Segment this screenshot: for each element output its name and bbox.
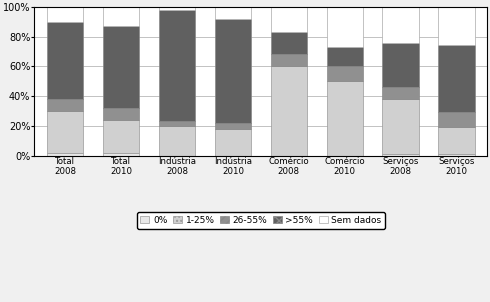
Bar [382,7,419,43]
Bar [270,54,307,66]
Bar [326,47,363,66]
Bar [47,111,83,153]
Bar [382,43,419,87]
Bar [215,7,251,19]
Bar [270,32,307,54]
Bar [159,7,195,10]
Bar [103,7,139,26]
Bar [382,87,419,99]
Bar [47,99,83,111]
Bar [47,22,83,99]
Bar [215,19,251,123]
Bar [326,66,363,81]
Bar [159,126,195,156]
Bar [103,153,139,156]
Bar [270,66,307,156]
Bar [270,7,307,32]
Legend: 0%, 1-25%, 26-55%, >55%, Sem dados: 0%, 1-25%, 26-55%, >55%, Sem dados [137,212,385,229]
Bar [439,46,475,112]
Bar [382,99,419,154]
Bar [159,121,195,126]
Bar [47,153,83,156]
Bar [103,108,139,120]
Bar [103,26,139,108]
Bar [439,112,475,127]
Bar [103,120,139,153]
Bar [326,81,363,156]
Bar [159,10,195,121]
Bar [47,7,83,22]
Bar [215,123,251,129]
Bar [439,127,475,154]
Bar [439,7,475,46]
Bar [326,7,363,47]
Bar [215,129,251,156]
Bar [382,154,419,156]
Bar [439,154,475,156]
